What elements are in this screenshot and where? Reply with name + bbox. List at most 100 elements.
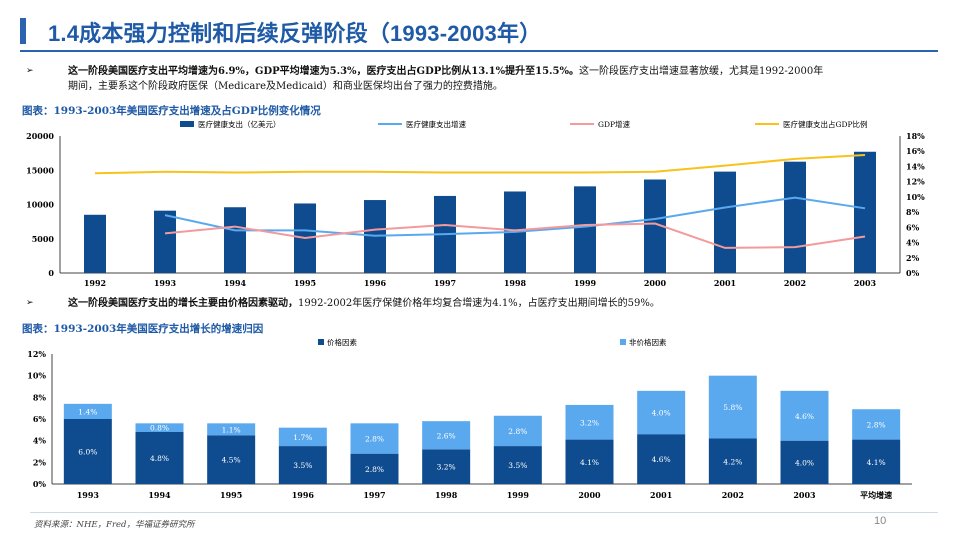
- chart2-bar-price: [63, 419, 112, 484]
- chart2-caption: 图表：1993-2003年美国医疗支出增长的增速归因: [22, 323, 264, 335]
- chart1-line-spending-growth: [164, 196, 866, 237]
- chart2-bar-price: [780, 440, 829, 484]
- chart2-label-nonprice: 5.8%: [723, 403, 742, 412]
- chart2-bar-price: [565, 439, 614, 484]
- chart2-label-price: 6.0%: [78, 448, 97, 457]
- bullet-1-line2: 期间，主要系这个阶段政府医保（Medicare及Medicaid）和商业医保均出…: [68, 81, 503, 92]
- chart2-bar-nonprice: [565, 404, 614, 440]
- chart2-bar-nonprice: [207, 423, 256, 436]
- chart2-y-tick: 12%: [27, 349, 46, 359]
- chart1-bar-spending: [854, 151, 876, 273]
- chart2-legend-swatch: [620, 339, 626, 345]
- chart1-left-tick: 0: [48, 268, 54, 278]
- chart1-bar-spending: [84, 214, 106, 273]
- chart1-bar-spending: [784, 161, 806, 273]
- chart2-x-tick: 1995: [220, 490, 242, 500]
- chart1-x-tick: 1998: [504, 278, 527, 288]
- chart2-x-tick: 1998: [435, 490, 458, 500]
- chart2-y-tick: 6%: [33, 414, 47, 424]
- bullet-arrow-icon: ➢: [26, 66, 34, 76]
- chart2-y-tick: 2%: [33, 457, 47, 467]
- chart1-right-tick: 12%: [906, 177, 925, 187]
- chart2-y-tick: 4%: [33, 436, 47, 446]
- bullet-1-bold: 这一阶段美国医疗支出平均增速为6.9%，GDP平均增速为5.3%，医疗支出占GD…: [68, 66, 579, 77]
- title-divider: [20, 50, 938, 52]
- chart2-bar-nonprice: [350, 423, 399, 454]
- chart2-x-tick: 1996: [292, 490, 315, 500]
- chart2-label-price: 3.5%: [508, 461, 527, 470]
- chart1-left-tick: 15000: [26, 165, 54, 175]
- chart2-label-nonprice: 1.4%: [78, 407, 97, 416]
- chart2-label-nonprice: 3.2%: [580, 418, 599, 427]
- chart2-bar-nonprice: [780, 390, 829, 441]
- chart1-left-tick: 20000: [26, 131, 54, 141]
- bullet-arrow-icon: ➢: [26, 298, 34, 308]
- chart2-label-nonprice: 0.8%: [150, 424, 169, 433]
- chart1-bar-spending: [644, 179, 666, 273]
- chart2-bar-price: [135, 432, 184, 484]
- chart2-x-tick: 1997: [363, 490, 385, 500]
- chart2-label-nonprice: 4.6%: [795, 412, 814, 421]
- chart2-label-nonprice: 2.6%: [437, 431, 456, 440]
- title-accent-bar: [20, 18, 26, 44]
- chart1-right-tick: 4%: [906, 238, 920, 248]
- footer-divider: [30, 512, 938, 513]
- chart2-y-tick: 10%: [27, 371, 46, 381]
- chart1-bar-spending: [224, 207, 246, 273]
- chart1-x-tick: 1996: [364, 278, 387, 288]
- chart2-y-tick: 0%: [33, 479, 47, 489]
- chart1-line-spending-share: [94, 154, 866, 175]
- chart1-x-tick: 1995: [294, 278, 316, 288]
- chart2-bar-price: [278, 446, 327, 484]
- page-number: 10: [874, 515, 887, 527]
- chart2-label-price: 4.1%: [867, 458, 886, 467]
- source-note: 资料来源：NHE，Fred，华福证券研究所: [34, 520, 195, 530]
- chart1-right-tick: 0%: [906, 268, 920, 278]
- chart1-bar-spending: [574, 186, 596, 273]
- chart1-x-tick: 1999: [574, 278, 597, 288]
- bullet-2-rest: 1992-2002年医疗保健价格年均复合增速为4.1%，占医疗支出期间增长的59…: [298, 298, 660, 309]
- chart1-x-tick: 1992: [84, 278, 106, 288]
- chart2-label-nonprice: 1.1%: [222, 425, 241, 434]
- chart1-legend-label: 医疗健康支出增速: [406, 119, 466, 129]
- chart1-right-tick: 16%: [906, 146, 925, 156]
- chart2-bar-price: [422, 449, 471, 484]
- bullet-2-bold: 这一阶段美国医疗支出的增长主要由价格因素驱动，: [68, 298, 298, 309]
- chart2-x-tick: 2001: [650, 490, 672, 500]
- chart1-right-tick: 18%: [906, 131, 925, 141]
- chart2-bar-price: [852, 439, 901, 484]
- chart1-left-tick: 5000: [32, 234, 55, 244]
- chart2-y-tick: 8%: [33, 392, 47, 402]
- chart2-label-price: 4.5%: [222, 456, 241, 465]
- chart2-bar-price: [493, 446, 542, 484]
- page-title: 1.4成本强力控制和后续反弹阶段（1993-2003年）: [48, 21, 542, 46]
- chart1-x-tick: 2003: [854, 278, 877, 288]
- chart2-legend-swatch: [318, 339, 324, 345]
- chart2-bar-price: [708, 438, 757, 484]
- chart1-right-tick: 14%: [906, 161, 925, 171]
- chart2-bar-nonprice: [135, 423, 184, 432]
- chart2-label-price: 4.2%: [723, 457, 742, 466]
- chart2-label-price: 4.0%: [795, 458, 814, 467]
- chart2-x-tick: 2002: [722, 490, 744, 500]
- chart2-bar-nonprice: [708, 375, 757, 439]
- chart2-bar-price: [207, 435, 256, 484]
- chart1-legend-label: 医疗健康支出（亿美元）: [198, 119, 281, 129]
- chart2-bar-nonprice: [63, 403, 112, 419]
- chart1-line-gdp-growth: [164, 222, 866, 249]
- chart2-bar-price: [350, 453, 399, 484]
- chart1-left-tick: 10000: [26, 200, 54, 210]
- chart2-label-price: 4.8%: [150, 454, 169, 463]
- chart2-x-tick: 平均增速: [860, 490, 892, 500]
- chart1-legend-label: 医疗健康支出占GDP比例: [783, 119, 868, 129]
- chart2-label-price: 2.8%: [365, 465, 384, 474]
- chart2-legend-label: 非价格因素: [629, 337, 667, 347]
- chart2-bar-nonprice: [278, 427, 327, 447]
- chart1-right-tick: 10%: [906, 192, 925, 202]
- chart1-right-tick: 6%: [906, 222, 920, 232]
- chart1-x-tick: 2002: [784, 278, 806, 288]
- chart1-caption: 图表：1993-2003年美国医疗支出增速及占GDP比例变化情况: [22, 105, 321, 117]
- chart2-x-tick: 1994: [148, 490, 171, 500]
- chart2-x-tick: 1993: [77, 490, 100, 500]
- chart1-bar-spending: [714, 171, 736, 273]
